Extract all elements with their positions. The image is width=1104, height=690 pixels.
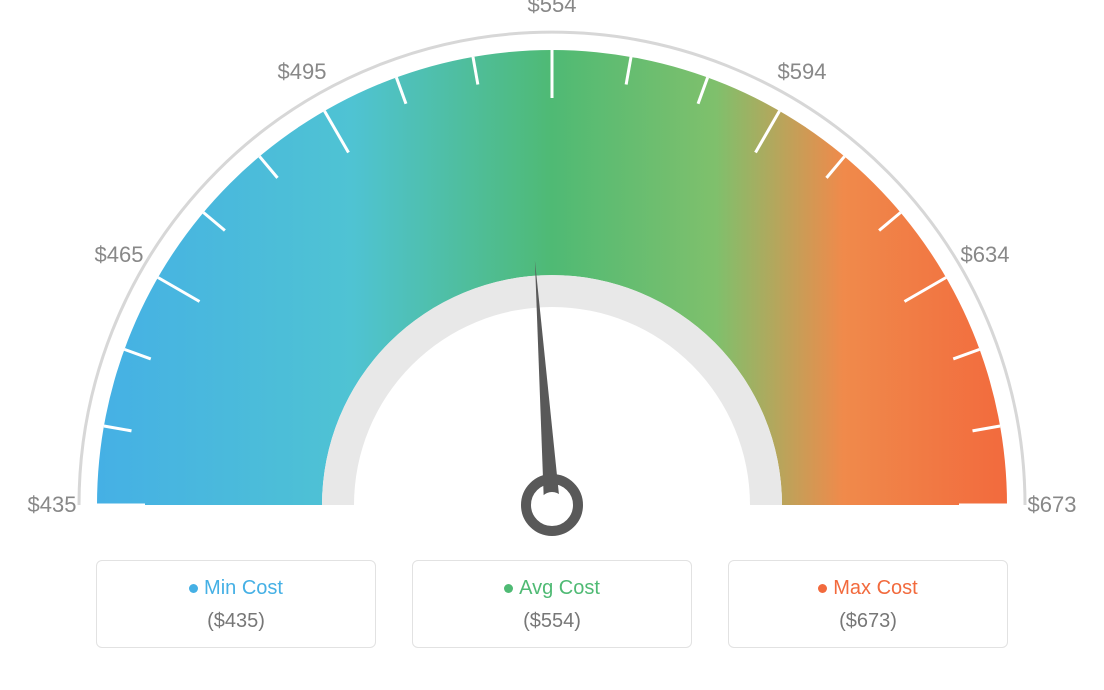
gauge-tick-label: $673 [1028, 492, 1077, 518]
dot-max [818, 584, 827, 593]
legend-card-min: Min Cost ($435) [96, 560, 376, 648]
legend-title-avg: Avg Cost [423, 577, 681, 600]
legend-label-avg: Avg Cost [519, 577, 600, 599]
legend-value-max: ($673) [739, 610, 997, 633]
gauge-tick-label: $465 [95, 242, 144, 268]
gauge-tick-label: $594 [778, 59, 827, 85]
legend-title-min: Min Cost [107, 577, 365, 600]
cost-gauge: $435 $465 $495 $554 $594 $634 $673 [0, 0, 1104, 560]
legend-row: Min Cost ($435) Avg Cost ($554) Max Cost… [0, 560, 1104, 648]
legend-card-avg: Avg Cost ($554) [412, 560, 692, 648]
legend-label-max: Max Cost [833, 577, 917, 599]
gauge-tick-label: $554 [528, 0, 577, 18]
dot-avg [504, 584, 513, 593]
gauge-svg [0, 0, 1104, 560]
gauge-tick-label: $634 [961, 242, 1010, 268]
gauge-tick-label: $495 [278, 59, 327, 85]
legend-title-max: Max Cost [739, 577, 997, 600]
legend-value-min: ($435) [107, 610, 365, 633]
gauge-tick-label: $435 [28, 492, 77, 518]
legend-value-avg: ($554) [423, 610, 681, 633]
legend-card-max: Max Cost ($673) [728, 560, 1008, 648]
dot-min [189, 584, 198, 593]
legend-label-min: Min Cost [204, 577, 283, 599]
